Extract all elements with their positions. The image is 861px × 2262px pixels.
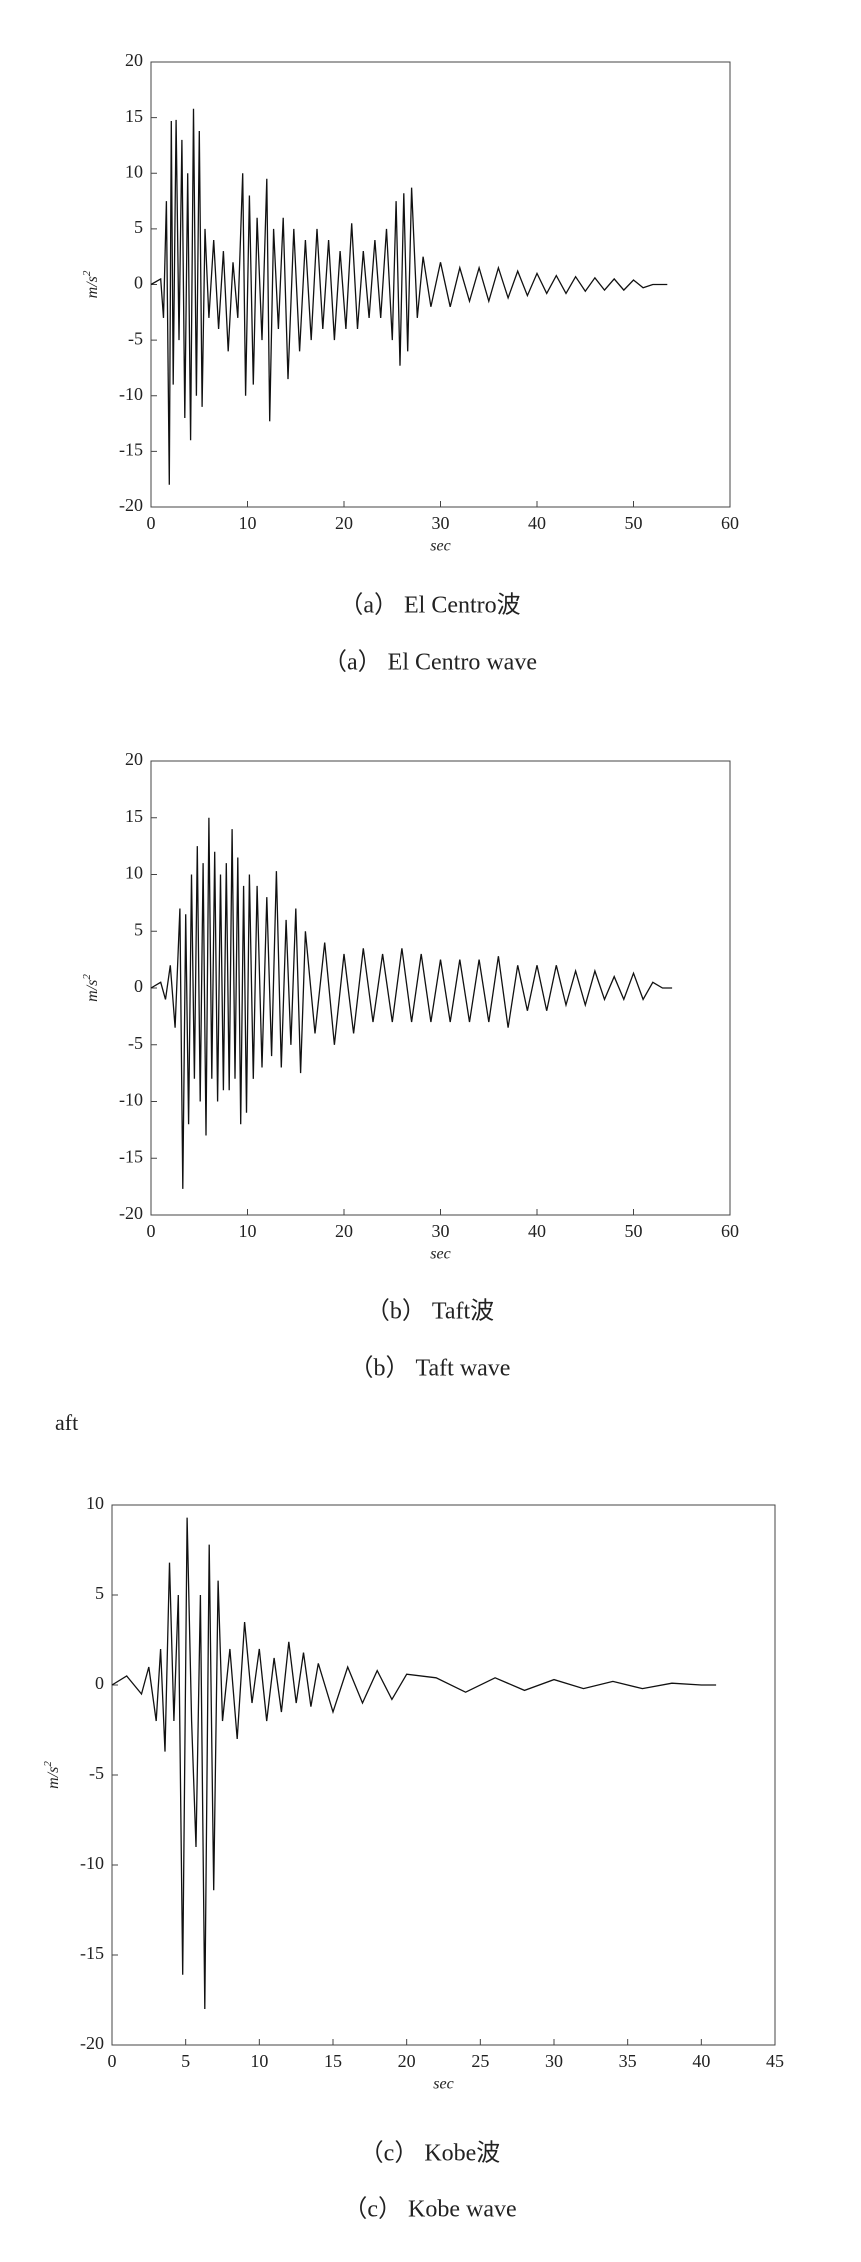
x-axis-label: sec [433,2076,453,2093]
caption: （a） El Centro wave [323,650,537,676]
y-tick-label: 0 [134,976,143,996]
y-axis-label: m/s2 [42,1761,62,1789]
y-tick-label: -15 [119,440,143,460]
caption: （b） Taft波 [366,1298,494,1325]
x-tick-label: 0 [108,2051,117,2071]
signal-line [111,1517,717,2010]
caption: （c） Kobe wave [343,2197,516,2223]
x-tick-label: 30 [432,513,450,533]
x-tick-label: 0 [147,513,156,533]
x-axis-label: sec [430,538,450,555]
y-tick-label: 15 [125,806,143,826]
y-axis-unit: m/s [84,276,101,298]
plot-frame [111,1504,776,2046]
x-tick-label: 10 [239,513,257,533]
y-tick-label: 10 [125,161,143,181]
y-tick-label: -15 [80,1943,104,1963]
y-tick-label: -5 [128,1033,143,1053]
y-tick-label: 10 [86,1493,104,1513]
caption: （c） Kobe波 [360,2140,501,2167]
y-tick-label: 0 [134,273,143,293]
y-axis-exponent: 2 [42,1761,54,1767]
y-tick-label: -20 [119,495,143,515]
x-tick-label: 60 [721,513,739,533]
y-tick-label: 20 [125,749,143,769]
x-tick-label: 10 [239,1221,257,1241]
x-tick-label: 20 [335,1221,353,1241]
caption: （a） El Centro波 [339,592,520,619]
y-tick-label: -10 [80,1853,104,1873]
y-tick-label: 15 [125,106,143,126]
x-tick-label: 40 [528,1221,546,1241]
y-tick-label: -5 [128,328,143,348]
x-tick-label: 30 [545,2051,563,2071]
signal-line [150,108,668,485]
y-tick-label: -10 [119,1090,143,1110]
y-tick-label: 5 [134,919,143,939]
y-tick-label: -20 [80,2033,104,2053]
y-axis-label: m/s2 [81,270,101,298]
y-axis-exponent: 2 [81,270,93,276]
plot-frame [150,760,731,1216]
y-tick-label: 0 [95,1673,104,1693]
x-tick-label: 60 [721,1221,739,1241]
x-tick-label: 50 [625,513,643,533]
x-tick-label: 20 [398,2051,416,2071]
y-tick-label: -10 [119,384,143,404]
y-axis-unit: m/s [84,980,101,1002]
y-axis-unit: m/s [45,1767,62,1789]
caption: （b） Taft wave [350,1356,511,1382]
y-axis-label: m/s2 [81,974,101,1002]
x-tick-label: 40 [528,513,546,533]
plot-frame [150,61,731,508]
x-tick-label: 50 [625,1221,643,1241]
x-tick-label: 15 [324,2051,342,2071]
x-tick-label: 35 [619,2051,637,2071]
x-tick-label: 5 [181,2051,190,2071]
y-tick-label: -5 [89,1763,104,1783]
y-axis-exponent: 2 [81,974,93,980]
x-tick-label: 40 [692,2051,710,2071]
y-tick-label: 20 [125,50,143,70]
y-tick-label: 5 [134,217,143,237]
x-tick-label: 25 [471,2051,489,2071]
y-tick-label: 10 [125,863,143,883]
x-tick-label: 45 [766,2051,784,2071]
x-axis-label: sec [430,1246,450,1263]
stray-text: aft [55,1410,78,1435]
x-tick-label: 20 [335,513,353,533]
y-tick-label: 5 [95,1583,104,1603]
x-tick-label: 10 [250,2051,268,2071]
x-tick-label: 30 [432,1221,450,1241]
x-tick-label: 0 [147,1221,156,1241]
y-tick-label: -20 [119,1203,143,1223]
y-tick-label: -15 [119,1146,143,1166]
signal-line [150,817,673,1189]
